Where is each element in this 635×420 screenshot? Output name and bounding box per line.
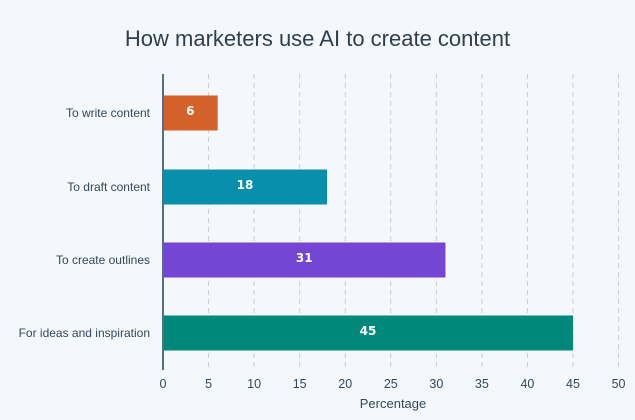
x-tick-label: 25 <box>384 377 398 391</box>
chart-title: How marketers use AI to create content <box>124 26 511 51</box>
x-tick-label: 30 <box>429 377 443 391</box>
bar <box>163 242 446 278</box>
x-tick-labels: 0 5 10 15 20 25 30 35 40 45 50 <box>160 377 626 391</box>
bar <box>163 95 218 131</box>
category-label: To write content <box>66 106 151 120</box>
bar <box>163 315 573 351</box>
x-tick-label: 50 <box>612 377 626 391</box>
x-tick-label: 20 <box>338 377 352 391</box>
bars: 6 18 31 45 <box>163 95 573 351</box>
x-tick-label: 35 <box>475 377 489 391</box>
x-tick-label: 5 <box>205 377 212 391</box>
bar-value-label: 31 <box>296 251 313 265</box>
bar <box>163 169 327 205</box>
category-labels: To write content To draft content To creat… <box>19 106 151 340</box>
category-label: To create outlines <box>56 253 150 267</box>
category-label: For ideas and inspiration <box>19 326 150 340</box>
x-tick-label: 0 <box>160 377 167 391</box>
x-tick-label: 10 <box>247 377 261 391</box>
category-label: To draft content <box>67 180 150 194</box>
x-tick-label: 15 <box>293 377 307 391</box>
x-tick-label: 45 <box>566 377 580 391</box>
x-axis-label: Percentage <box>359 396 427 411</box>
bar-value-label: 6 <box>186 104 194 118</box>
x-tick-label: 40 <box>520 377 534 391</box>
bar-value-label: 18 <box>237 178 254 192</box>
bar-value-label: 45 <box>360 324 377 338</box>
